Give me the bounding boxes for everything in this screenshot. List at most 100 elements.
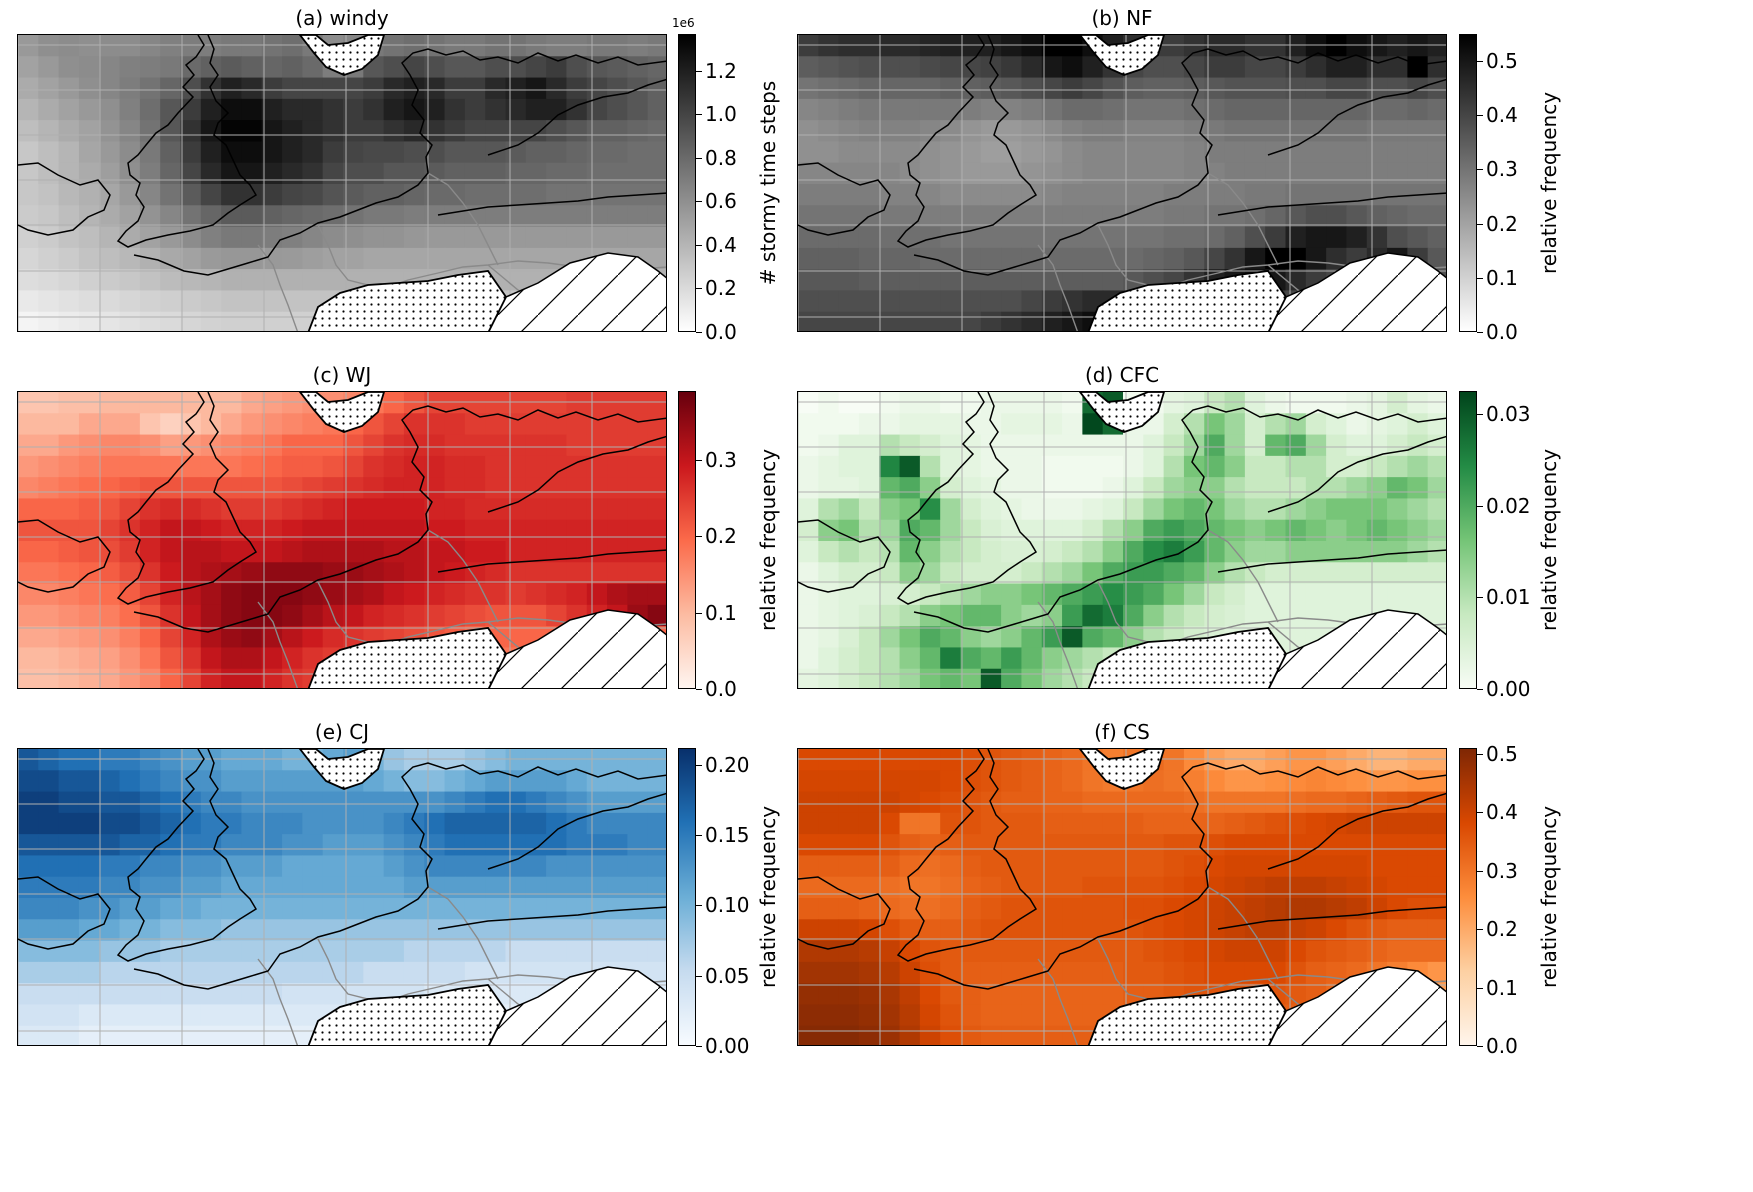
heatmap-cell [18,311,39,331]
heatmap-cell [160,1025,182,1045]
heatmap-cell [1224,120,1246,143]
heatmap-cell [160,898,182,920]
heatmap-cell [261,855,283,878]
heatmap-cell [505,562,527,585]
heatmap-cell [1204,876,1226,899]
heatmap-cell [18,120,39,143]
heatmap-cell [78,983,100,1006]
heatmap-cell [58,311,80,331]
heatmap-cell [464,205,486,228]
heatmap-cell [1082,141,1104,164]
heatmap-cell [444,498,466,521]
heatmap-cell [1285,812,1307,835]
heatmap-cell [627,120,649,143]
heatmap-cell [18,668,39,688]
heatmap-cell [1082,812,1104,835]
heatmap-cell [940,455,962,478]
heatmap-cell [424,834,446,857]
heatmap-cell [525,519,547,542]
heatmap-cell [505,392,527,414]
heatmap-cell [221,477,243,500]
heatmap-cell [58,120,80,143]
heatmap-cell [940,77,962,100]
heatmap-cell [1001,226,1023,249]
heatmap-cell [1041,919,1063,942]
heatmap-cell [1062,770,1083,793]
heatmap-cell [444,141,466,164]
heatmap-cell [586,162,608,185]
heatmap-cell [566,583,588,606]
heatmap-cell [627,98,649,121]
heatmap-cell [18,184,39,206]
colorbar-label: relative frequency [1537,448,1561,632]
heatmap-cell [18,56,39,79]
heatmap-cell [58,519,80,542]
heatmap-cell [525,98,547,121]
heatmap-cell [566,77,588,100]
heatmap-cell [363,77,385,100]
heatmap-cell [586,749,608,771]
heatmap-cell [940,770,962,793]
heatmap-cell [58,98,80,121]
heatmap-cell [546,205,568,228]
heatmap-cell [818,1004,840,1027]
heatmap-cell [1326,77,1348,100]
map-area [797,34,1447,332]
heatmap-cell [525,583,547,606]
heatmap-cell [1265,434,1287,457]
heatmap-cell [241,749,263,771]
heatmap-cell [1224,98,1246,121]
heatmap-cell [403,35,425,57]
heatmap-cell [919,647,941,670]
heatmap-cell [1224,205,1246,228]
heatmap-cell [798,919,819,942]
heatmap-cell [363,855,385,878]
heatmap-cell [647,898,666,920]
heatmap-cell [1265,455,1287,478]
heatmap-cell [627,455,649,478]
heatmap-cell [1062,290,1083,313]
heatmap-cell [1285,247,1307,270]
heatmap-cell [58,184,80,206]
heatmap-cell [879,855,901,878]
heatmap-cell [940,392,962,414]
heatmap-cell [1102,562,1124,585]
heatmap-cell [940,247,962,270]
heatmap-cell [38,855,60,878]
heatmap-cell [241,668,263,688]
heatmap-cell [960,770,982,793]
heatmap-cell [899,583,921,606]
heatmap-cell [18,290,39,313]
heatmap-cell [627,834,649,857]
heatmap-cell [261,35,283,57]
heatmap-cell [302,770,324,793]
heatmap-cell [525,162,547,185]
heatmap-cell [78,413,100,436]
heatmap-cell [858,413,880,436]
heatmap-cell [1082,940,1104,963]
heatmap-cell [525,898,547,920]
colorbar-tick-label: 0.2 [705,524,737,549]
heatmap-cell [980,455,1002,478]
heatmap-cell [38,1025,60,1045]
heatmap-cell [1183,162,1205,185]
heatmap-cell [464,749,486,771]
heatmap-cell [58,668,80,688]
heatmap-cell [1265,98,1287,121]
heatmap-cell [464,919,486,942]
heatmap-cell [464,56,486,79]
heatmap-cell [1244,184,1266,206]
heatmap-cell [1183,434,1205,457]
heatmap-cell [940,519,962,542]
heatmap-cell [1204,77,1226,100]
heatmap-cell [139,983,161,1006]
heatmap-cell [1204,749,1226,771]
heatmap-cell [980,647,1002,670]
heatmap-cell [241,290,263,313]
heatmap-cell [302,834,324,857]
heatmap-cell [980,184,1002,206]
colorbar-tick-mark [1477,1046,1483,1047]
heatmap-cell [282,98,303,121]
colorbar [1459,34,1477,332]
heatmap-cell [119,749,141,771]
